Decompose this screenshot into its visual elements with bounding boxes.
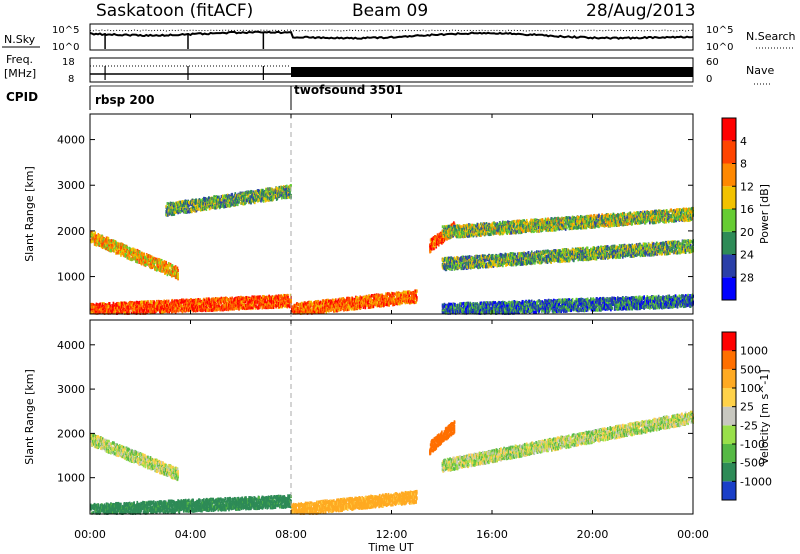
freq-traces [90, 66, 693, 80]
freq-left-tick-top: 18 [62, 57, 75, 68]
noise-search-trace [90, 30, 693, 31]
cpid-segment-2: twofsound 3501 [294, 83, 403, 97]
data-cell [143, 253, 145, 256]
freq-right-tick-top: 60 [706, 57, 719, 68]
freq-right-label: Nave [746, 64, 774, 77]
data-cell [231, 297, 233, 300]
data-cell [113, 311, 115, 314]
noise-right-tick-bottom: 10^0 [706, 42, 733, 53]
station-title: Saskatoon (fitACF) [96, 1, 253, 21]
data-cell [94, 231, 96, 234]
freq-left-label-2: [MHz] [4, 67, 36, 80]
noise-sky-trace [90, 32, 693, 39]
data-cell [177, 276, 179, 279]
freq-right-tick-bottom: 0 [706, 74, 712, 85]
data-cell [383, 295, 385, 298]
cpid-segment-1: rbsp 200 [95, 93, 154, 107]
data-cell [196, 198, 198, 201]
data-cell [113, 302, 115, 305]
date-title: 28/Aug/2013 [586, 1, 696, 21]
cpid-label: CPID [6, 90, 38, 104]
data-cell [139, 251, 141, 254]
freq-alternating-block [291, 67, 693, 77]
data-cell [177, 273, 179, 276]
data-cell [373, 305, 375, 308]
data-cell [290, 299, 292, 302]
data-cell [129, 310, 131, 313]
data-cell [126, 246, 128, 249]
data-cell [177, 269, 179, 272]
beam-title: Beam 09 [352, 1, 428, 21]
data-cell [135, 249, 137, 252]
power-scatter [90, 184, 694, 315]
data-cell [198, 208, 200, 211]
noise-traces [90, 30, 693, 49]
data-cell [364, 306, 366, 309]
noise-left-tick-bottom: 10^0 [52, 42, 79, 53]
data-cell [289, 191, 291, 194]
data-cell [136, 261, 138, 264]
freq-left-label-1: Freq. [6, 53, 33, 66]
noise-right-tick-top: 10^5 [706, 25, 733, 36]
noise-left-tick-top: 10^5 [52, 25, 79, 36]
noise-right-label: N.Search [746, 30, 796, 43]
noise-left-label: N.Sky [4, 33, 36, 46]
data-cell [165, 261, 167, 264]
data-cell [168, 300, 170, 303]
freq-left-tick-bottom: 8 [68, 74, 74, 85]
